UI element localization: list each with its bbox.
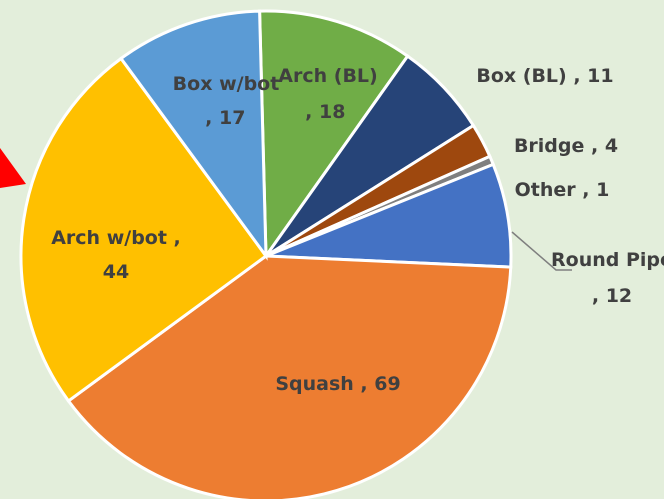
value-label: , 69	[354, 373, 401, 395]
category-label: Box w/bot	[173, 73, 280, 95]
value-label: , 18	[299, 101, 346, 123]
value-label: , 11	[567, 65, 614, 87]
category-label: Arch (BL)	[278, 65, 377, 87]
category-label: Arch w/bot	[51, 227, 167, 249]
data-label: Other , 1	[515, 179, 610, 201]
pie-slice	[19, 56, 269, 404]
data-label: 44	[103, 261, 129, 283]
data-label: Box w/bot	[173, 73, 280, 95]
data-label: Arch w/bot ,	[51, 227, 181, 249]
data-label: , 17	[199, 107, 246, 129]
value-label: , 12	[592, 285, 632, 307]
data-label: Bridge , 4	[514, 135, 618, 157]
value-label: , 4	[584, 135, 618, 157]
data-label: , 12	[592, 285, 632, 307]
pie-slice	[118, 9, 268, 261]
pointer-triangle	[0, 148, 26, 188]
pie-slice	[258, 9, 410, 261]
category-label: Box (BL)	[476, 65, 566, 87]
category-label: Squash	[275, 373, 353, 395]
data-label: Squash , 69	[275, 373, 400, 395]
value-label: , 1	[576, 179, 610, 201]
data-label: Arch (BL)	[278, 65, 377, 87]
leader-line	[511, 231, 572, 271]
data-label: , 18	[299, 101, 346, 123]
category-label: Other	[515, 179, 577, 201]
data-label: Box (BL) , 11	[476, 65, 613, 87]
pie-slice	[66, 254, 513, 499]
data-label: Round Pipe	[551, 249, 664, 271]
category-label: Round Pipe	[551, 249, 664, 271]
value-label: , 17	[199, 107, 246, 129]
pie-slice	[265, 162, 513, 269]
value-label: ,	[167, 227, 181, 249]
category-label: Bridge	[514, 135, 584, 157]
